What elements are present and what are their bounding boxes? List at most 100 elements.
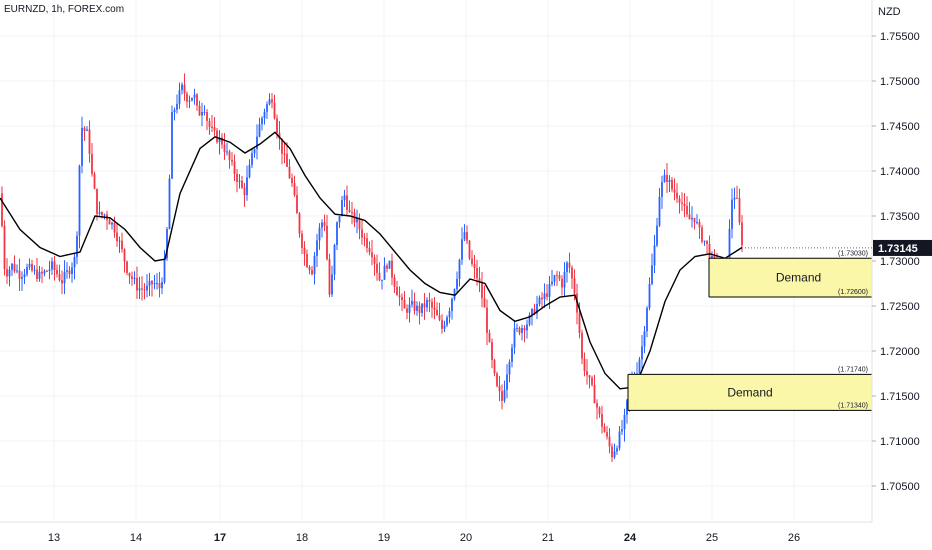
candle — [228, 149, 231, 169]
candle — [673, 178, 676, 201]
currency-label[interactable]: NZD — [878, 6, 901, 18]
candle — [648, 277, 651, 311]
time-axis[interactable]: 13 14 17 18 19 20 21 24 25 26 — [0, 521, 872, 544]
candle — [378, 262, 381, 282]
candle — [153, 274, 156, 290]
candle — [238, 174, 241, 189]
candle — [396, 280, 398, 296]
candle — [563, 262, 566, 297]
candle — [91, 142, 93, 177]
candle — [463, 224, 466, 242]
candle — [158, 271, 161, 298]
candle — [311, 265, 313, 276]
demand-zone[interactable]: Demand (1.73030) (1.72600) — [708, 250, 872, 298]
zone-upper-price-label: (1.73030) — [838, 250, 868, 257]
candle — [188, 95, 191, 109]
candle — [171, 105, 173, 180]
candle — [58, 264, 61, 282]
last-price-badge — [873, 239, 932, 256]
candle — [63, 260, 66, 295]
candle — [291, 173, 293, 187]
candle — [81, 116, 83, 174]
candle — [741, 215, 743, 253]
candle — [361, 219, 363, 245]
candle — [123, 248, 126, 273]
candle — [73, 253, 76, 280]
candle — [11, 262, 13, 276]
candle — [641, 334, 643, 372]
candle — [163, 250, 166, 284]
candle — [18, 258, 21, 292]
candle — [488, 329, 491, 343]
candle — [508, 359, 511, 383]
candle — [138, 276, 141, 300]
price-axis[interactable]: 1.75500 1.75000 1.74500 1.74000 1.73500 1.730… — [871, 0, 920, 522]
candle — [328, 253, 331, 298]
candle — [701, 224, 703, 244]
candle — [246, 165, 248, 201]
candle — [51, 257, 53, 275]
demand-zones[interactable]: Demand (1.73030) (1.72600) Demand (1.71740) (… — [627, 250, 872, 411]
candle — [31, 259, 33, 273]
candle — [543, 283, 546, 308]
candle — [93, 171, 96, 190]
candle — [118, 236, 121, 253]
candle — [211, 115, 213, 133]
candle — [326, 214, 328, 261]
candle — [383, 257, 386, 280]
candle — [1, 186, 3, 228]
candle — [281, 138, 283, 165]
demand-zone[interactable]: Demand (1.71740) (1.71340) — [627, 366, 872, 411]
candle — [698, 219, 701, 239]
price-tick-label: 1.74500 — [880, 121, 920, 133]
candle — [446, 315, 448, 328]
candle — [593, 374, 596, 404]
candle — [671, 176, 673, 193]
candle — [416, 301, 418, 316]
candle — [213, 117, 216, 136]
candle — [551, 269, 553, 287]
time-tick-label: 19 — [378, 532, 390, 544]
candle — [308, 265, 311, 275]
candle — [336, 221, 338, 251]
candle — [483, 285, 486, 308]
candle — [196, 93, 198, 111]
candle — [258, 117, 261, 138]
candle — [36, 257, 38, 282]
candle — [556, 270, 558, 287]
candle — [316, 233, 318, 268]
candle — [656, 217, 658, 248]
price-tick-label: 1.71000 — [880, 436, 920, 448]
candle — [661, 175, 663, 209]
candle — [221, 133, 223, 149]
time-tick-label: 14 — [130, 532, 142, 544]
candle — [126, 260, 128, 276]
candle — [261, 116, 263, 131]
zone-lower-price-label: (1.71340) — [838, 402, 868, 409]
candle — [346, 185, 348, 216]
candle — [433, 297, 436, 320]
candle — [143, 283, 146, 300]
candle — [263, 108, 266, 125]
candle — [256, 124, 258, 160]
candle — [438, 302, 441, 322]
candle — [173, 107, 176, 121]
candle — [6, 258, 8, 284]
candle — [168, 174, 171, 230]
candle — [253, 148, 256, 158]
candle — [106, 210, 108, 230]
candle — [108, 217, 111, 225]
zone-label: Demand — [727, 385, 772, 399]
candle — [248, 159, 251, 179]
candle — [186, 91, 188, 108]
candle — [111, 221, 113, 230]
time-tick-label: 20 — [460, 532, 472, 544]
candle — [703, 240, 706, 246]
candle — [301, 230, 303, 255]
candle — [28, 258, 31, 271]
candle — [676, 183, 678, 203]
candle — [461, 227, 463, 265]
candle — [13, 255, 16, 274]
candle — [731, 188, 733, 239]
